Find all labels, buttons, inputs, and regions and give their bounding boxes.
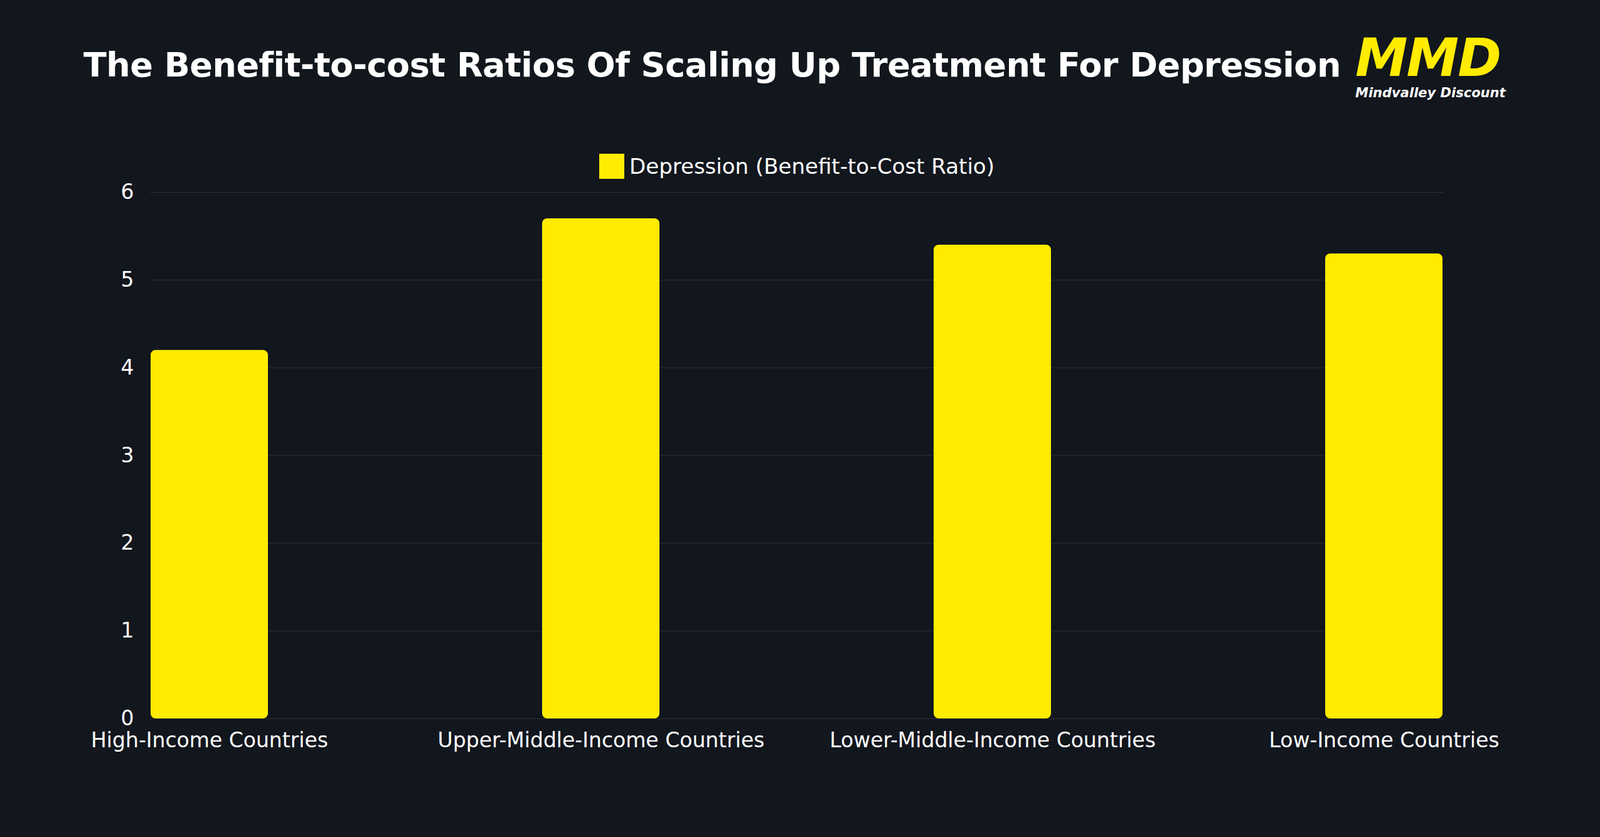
svg-text:Lower-Middle-Income Countries: Lower-Middle-Income Countries [829, 727, 1156, 753]
svg-text:Upper-Middle-Income Countries: Upper-Middle-Income Countries [437, 727, 765, 753]
html-text:Depression (Benefit-to-Cost Ra: Depression (Benefit-to-Cost Ratio) [629, 153, 995, 179]
svg-text:0: 0 [121, 705, 135, 731]
svg-text:1: 1 [121, 618, 135, 643]
svg-text:6: 6 [121, 179, 135, 204]
html-text:The Benefit-to-cost Ratios Of: The Benefit-to-cost Ratios Of Scaling Up… [83, 26, 1501, 89]
html-text:Mindvalley Discount: Mindvalley Discount [1355, 85, 1506, 101]
svg-text:5: 5 [121, 267, 135, 292]
svg-text:Low-Income Countries: Low-Income Countries [1268, 727, 1499, 753]
svg-text:3: 3 [121, 442, 135, 468]
svg-text:2: 2 [121, 530, 135, 555]
svg-text:High-Income Countries: High-Income Countries [90, 727, 329, 753]
svg-text:4: 4 [121, 355, 135, 380]
